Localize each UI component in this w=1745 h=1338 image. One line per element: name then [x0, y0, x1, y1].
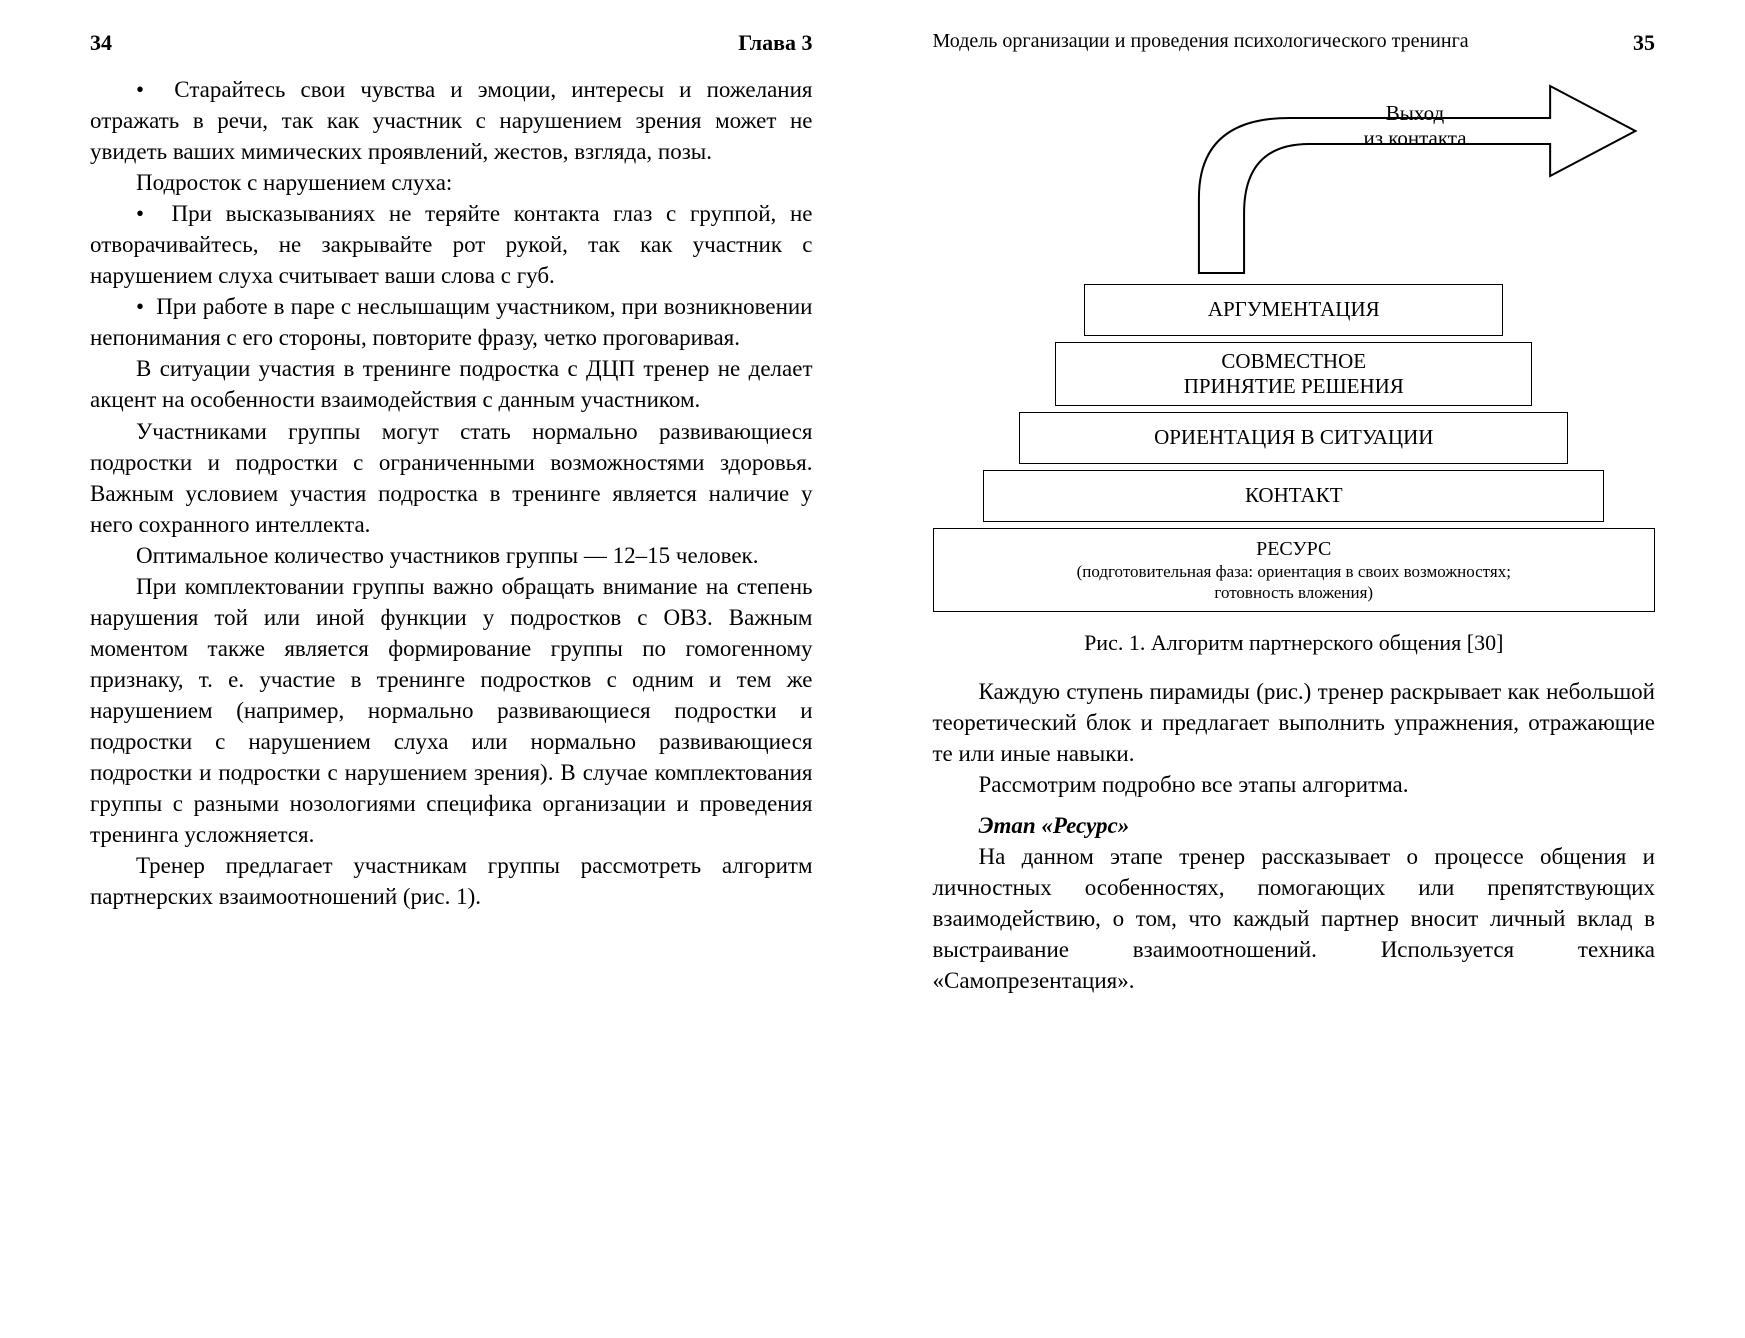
page-number-left: 34: [90, 30, 112, 56]
left-para-6: Участниками группы могут стать нормально…: [90, 416, 813, 540]
step-resource: РЕСУРС (подготовительная фаза: ориентаци…: [933, 528, 1656, 612]
left-body: • Старайтесь свои чувства и эмоции, инте…: [90, 74, 813, 912]
step-orientation: ОРИЕНТАЦИЯ В СИТУАЦИИ: [1019, 412, 1568, 464]
page-number-right: 35: [1633, 30, 1655, 56]
page-header-left: 34 Глава 3: [90, 30, 813, 56]
left-para-9: Тренер предлагает участникам группы расс…: [90, 850, 813, 912]
step-resource-sub: (подготовительная фаза: ориентация в сво…: [934, 561, 1655, 604]
step-contact: КОНТАКТ: [983, 470, 1604, 522]
step-argumentation: АРГУМЕНТАЦИЯ: [1084, 284, 1503, 336]
page-header-right: Модель организации и проведения психолог…: [933, 30, 1656, 56]
left-para-8: При комплектовании группы важно обращать…: [90, 571, 813, 850]
step-decision: СОВМЕСТНОЕ ПРИНЯТИЕ РЕШЕНИЯ: [1055, 342, 1532, 406]
left-para-2: Подросток с нарушением слуха:: [90, 167, 813, 198]
right-para-1: Каждую ступень пирамиды (рис.) тренер ра…: [933, 676, 1656, 769]
step-decision-line1: СОВМЕСТНОЕ: [1056, 349, 1531, 374]
exit-arrow-icon: [933, 78, 1656, 278]
exit-arrow-label: Выходиз контакта: [1315, 101, 1515, 151]
left-para-7: Оптимальное количество участников группы…: [90, 540, 813, 571]
left-para-4: • При работе в паре с неслышащим участни…: [90, 291, 813, 353]
left-para-1: • Старайтесь свои чувства и эмоции, инте…: [90, 74, 813, 167]
section-heading-resource: Этап «Ресурс»: [933, 810, 1656, 841]
chapter-label: Глава 3: [738, 30, 812, 56]
running-title: Модель организации и проведения психолог…: [933, 30, 1469, 56]
right-para-2: Рассмотрим подробно все этапы алгоритма.: [933, 769, 1656, 800]
left-para-3: • При высказываниях не теряйте контакта …: [90, 198, 813, 291]
step-orientation-label: ОРИЕНТАЦИЯ В СИТУАЦИИ: [1020, 425, 1567, 450]
step-resource-title: РЕСУРС: [934, 537, 1655, 561]
step-decision-line2: ПРИНЯТИЕ РЕШЕНИЯ: [1056, 374, 1531, 399]
page-left: 34 Глава 3 • Старайтесь свои чувства и э…: [0, 0, 873, 1338]
right-para-3: На данном этапе тренер рассказывает о пр…: [933, 841, 1656, 996]
step-contact-label: КОНТАКТ: [984, 483, 1603, 508]
left-para-5: В ситуации участия в тренинге подростка …: [90, 353, 813, 415]
exit-arrow: Выходиз контакта: [933, 78, 1656, 278]
page-spread: 34 Глава 3 • Старайтесь свои чувства и э…: [0, 0, 1745, 1338]
step-argumentation-label: АРГУМЕНТАЦИЯ: [1085, 297, 1502, 322]
right-body: Каждую ступень пирамиды (рис.) тренер ра…: [933, 676, 1656, 996]
figure-caption: Рис. 1. Алгоритм партнерского общения [3…: [933, 630, 1656, 656]
page-right: Модель организации и проведения психолог…: [873, 0, 1745, 1338]
pyramid-diagram: Выходиз контакта АРГУМЕНТАЦИЯ СОВМЕСТНОЕ…: [933, 78, 1656, 612]
